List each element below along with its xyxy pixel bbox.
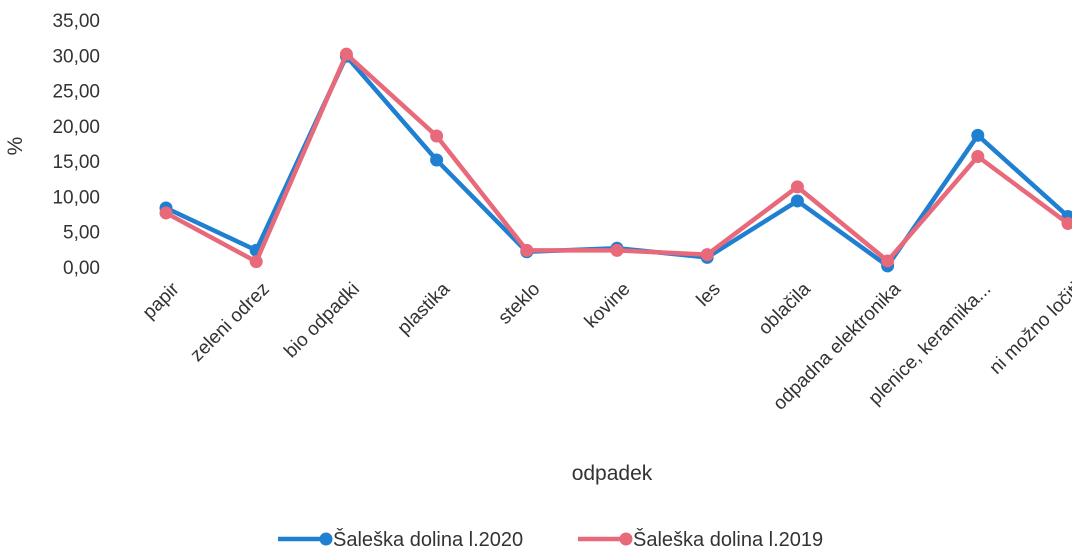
y-axis-ticks: 0,00 5,00 10,00 15,00 20,00 25,00 30,00 35,00	[52, 11, 100, 279]
x-axis-title: odpadek	[572, 462, 653, 485]
x-category-label: ni možno ločiti	[986, 279, 1072, 379]
series-layer	[159, 47, 1072, 273]
data-point	[610, 243, 624, 257]
legend-label: Šaleška dolina l.2020	[333, 528, 523, 551]
data-point	[339, 47, 353, 61]
data-point	[520, 243, 534, 257]
data-point	[971, 128, 985, 142]
data-point	[159, 206, 173, 220]
x-axis-ticks: papir zeleni odrez bio odpadki plastika stek…	[139, 278, 1072, 414]
data-point	[881, 254, 895, 268]
x-category-label: steklo	[494, 279, 544, 329]
data-point	[700, 248, 714, 262]
series-2	[159, 47, 1072, 269]
y-tick-label: 25,00	[52, 82, 100, 103]
y-tick-label: 20,00	[52, 117, 100, 138]
x-category-label: les	[693, 279, 725, 311]
y-axis-title: %	[4, 137, 27, 156]
data-point	[790, 194, 804, 208]
data-point	[1061, 217, 1072, 231]
data-point	[971, 149, 985, 163]
x-category-label: zeleni odrez	[186, 279, 273, 366]
data-point	[430, 153, 444, 167]
legend-label: Šaleška dolina l.2019	[633, 528, 823, 551]
data-point	[430, 129, 444, 143]
y-tick-label: 5,00	[63, 223, 100, 244]
series-1	[159, 49, 1072, 273]
legend-item: Šaleška dolina l.2019	[578, 528, 823, 551]
x-category-label: papir	[139, 278, 184, 323]
data-point	[790, 180, 804, 194]
x-category-label: plastika	[394, 278, 455, 339]
legend-swatch-marker	[619, 532, 633, 546]
y-tick-label: 35,00	[52, 11, 100, 32]
legend: Šaleška dolina l.2020 Šaleška dolina l.20…	[278, 528, 823, 551]
legend-swatch-marker	[319, 532, 333, 546]
series-line	[164, 51, 1070, 264]
y-tick-label: 10,00	[52, 187, 100, 208]
y-tick-label: 30,00	[52, 46, 100, 67]
y-tick-label: 15,00	[52, 152, 100, 173]
data-point	[249, 255, 263, 269]
x-category-label: kovine	[581, 279, 635, 333]
legend-item: Šaleška dolina l.2020	[278, 528, 523, 551]
x-category-label: oblačila	[755, 278, 816, 339]
y-tick-label: 0,00	[63, 258, 100, 279]
x-category-label: bio odpadki	[280, 279, 364, 363]
